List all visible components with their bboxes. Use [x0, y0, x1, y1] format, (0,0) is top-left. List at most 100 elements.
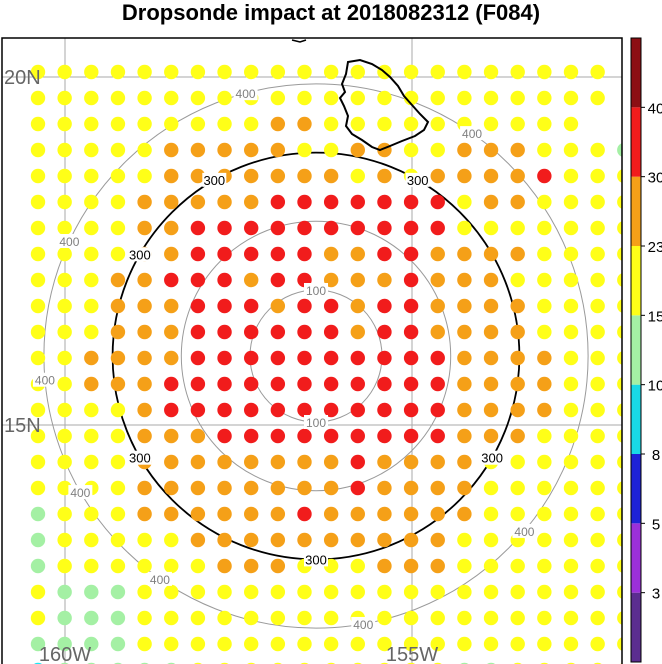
- impact-point: [377, 272, 392, 288]
- impact-point: [563, 506, 579, 522]
- impact-point: [457, 506, 472, 522]
- impact-point: [403, 506, 419, 522]
- impact-point: [190, 636, 206, 652]
- impact-point: [563, 272, 579, 288]
- impact-point: [323, 220, 339, 236]
- impact-point: [590, 90, 605, 106]
- impact-point: [590, 584, 605, 600]
- impact-point: [244, 454, 259, 470]
- impact-point: [403, 246, 419, 262]
- impact-point: [483, 64, 499, 80]
- impact-point: [297, 454, 312, 470]
- impact-point: [510, 558, 525, 574]
- impact-point: [430, 402, 445, 418]
- impact-point: [244, 194, 259, 210]
- impact-point: [30, 558, 46, 574]
- impact-point: [350, 116, 365, 132]
- impact-point: [84, 64, 99, 80]
- ring-label-bg: [202, 172, 227, 187]
- impact-point: [84, 194, 99, 210]
- impact-point: [537, 584, 552, 600]
- impact-point: [537, 90, 552, 106]
- plot-border: [1, 37, 623, 664]
- impact-point: [483, 402, 499, 418]
- impact-point: [164, 64, 179, 80]
- impact-point: [537, 272, 552, 288]
- impact-point: [244, 376, 259, 392]
- impact-point: [297, 168, 312, 184]
- impact-point: [110, 220, 126, 236]
- impact-point: [403, 116, 419, 132]
- impact-point: [457, 558, 472, 574]
- impact-point: [563, 584, 579, 600]
- impact-point: [190, 402, 206, 418]
- impact-point: [430, 376, 445, 392]
- impact-point: [644, 221, 658, 235]
- colorbar-segment: [631, 523, 641, 593]
- impact-point: [323, 298, 339, 314]
- impact-point: [244, 350, 259, 366]
- impact-point: [323, 610, 339, 626]
- impact-point: [403, 480, 419, 496]
- impact-point: [190, 116, 206, 132]
- impact-point: [590, 350, 605, 366]
- impact-point: [217, 116, 232, 132]
- impact-point: [617, 377, 622, 391]
- impact-point: [137, 194, 152, 210]
- impact-point: [537, 610, 552, 626]
- impact-point: [590, 428, 605, 444]
- impact-point: [190, 558, 206, 574]
- impact-point: [137, 558, 152, 574]
- impact-point: [430, 636, 445, 652]
- impact-point: [164, 584, 179, 600]
- impact-point: [403, 558, 419, 574]
- impact-point: [323, 90, 339, 106]
- impact-point: [590, 246, 605, 262]
- impact-point: [617, 273, 622, 287]
- impact-point: [350, 350, 365, 366]
- impact-point: [644, 325, 658, 339]
- impact-point: [590, 454, 605, 470]
- impact-point: [244, 168, 259, 184]
- impact-point: [537, 64, 552, 80]
- impact-point: [244, 506, 259, 522]
- impact-point: [563, 220, 579, 236]
- impact-point: [430, 220, 445, 236]
- ring-label: 300: [305, 552, 327, 567]
- impact-point: [350, 142, 365, 158]
- impact-point: [644, 533, 658, 547]
- impact-point: [244, 116, 259, 132]
- impact-point: [270, 194, 286, 210]
- impact-point: [270, 428, 286, 444]
- impact-point: [510, 350, 525, 366]
- impact-point: [644, 637, 658, 651]
- latitude-label: 20N: [4, 67, 41, 89]
- impact-point: [57, 428, 72, 444]
- impact-point: [403, 350, 419, 366]
- impact-point: [590, 532, 605, 548]
- impact-point: [617, 351, 622, 365]
- impact-point: [84, 376, 99, 392]
- range-ring: [180, 220, 452, 492]
- impact-point: [350, 194, 365, 210]
- impact-point: [84, 636, 99, 652]
- impact-point: [57, 584, 72, 600]
- impact-point: [190, 610, 206, 626]
- impact-point: [617, 247, 622, 261]
- impact-point: [57, 610, 72, 626]
- ring-label-bg: [233, 86, 258, 101]
- impact-point: [430, 532, 445, 548]
- impact-point: [190, 298, 206, 314]
- impact-point: [217, 90, 232, 106]
- impact-point: [617, 559, 622, 573]
- impact-point: [350, 402, 365, 418]
- impact-point: [270, 506, 286, 522]
- impact-point: [297, 64, 312, 80]
- impact-point: [563, 142, 579, 158]
- ring-label-bg: [32, 372, 57, 387]
- impact-point: [457, 376, 472, 392]
- impact-point: [84, 168, 99, 184]
- impact-point: [430, 246, 445, 262]
- impact-point: [110, 272, 126, 288]
- impact-point: [84, 610, 99, 626]
